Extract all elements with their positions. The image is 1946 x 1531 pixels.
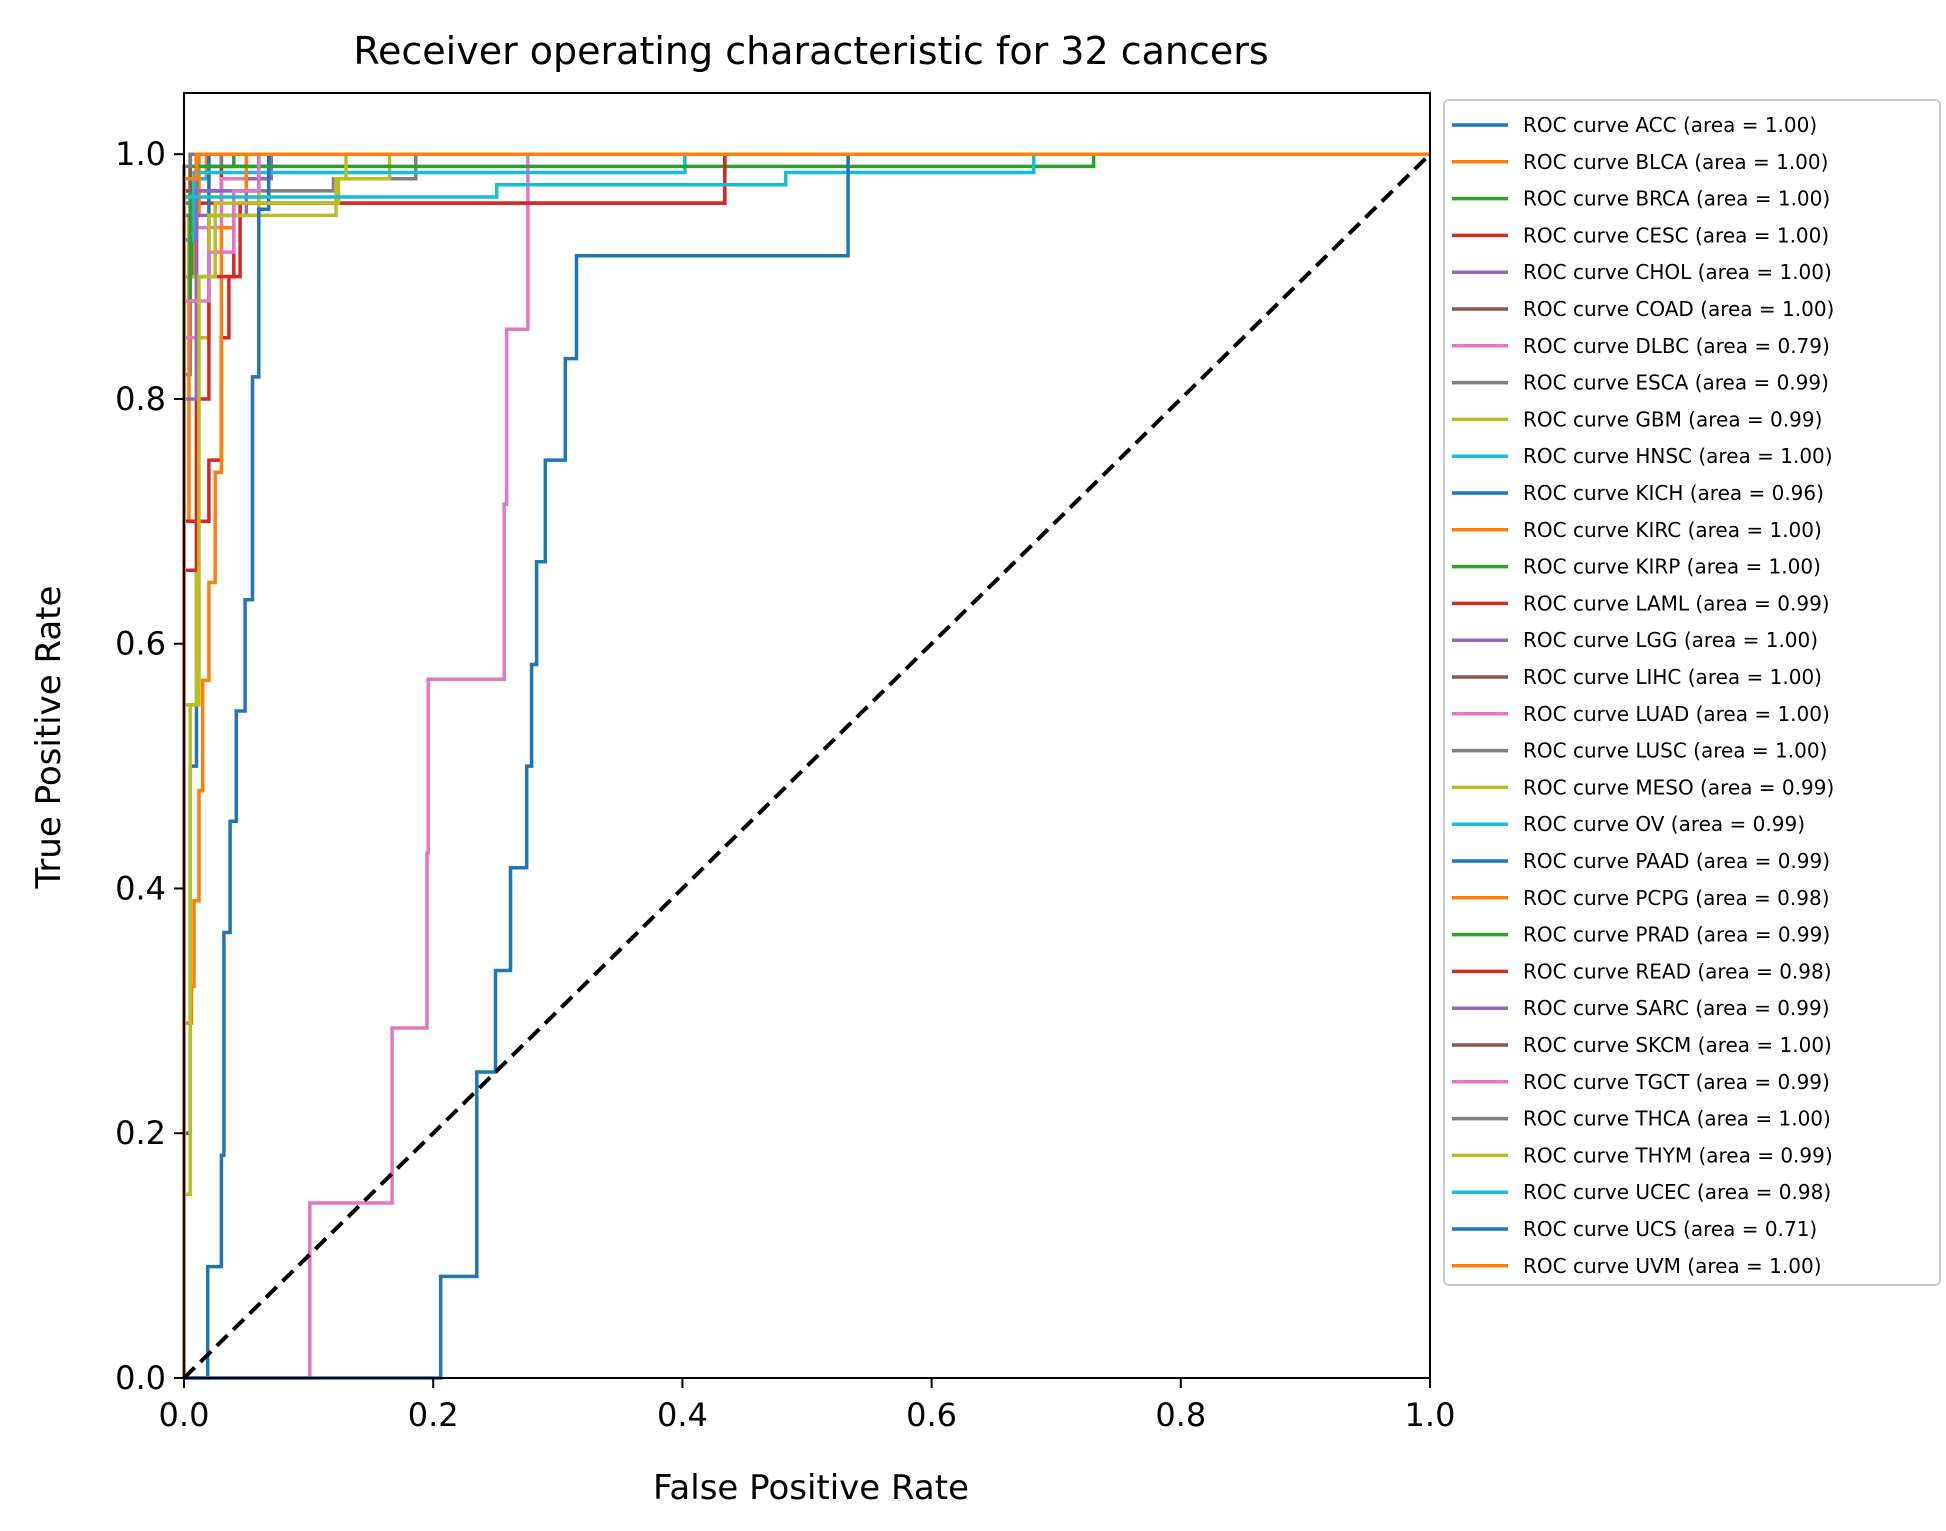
roc-series-line-26 [182, 152, 1430, 1378]
x-tick-label: 0.4 [657, 1396, 708, 1434]
x-axis: 0.0 0.2 0.4 0.6 0.8 1.0 [159, 1378, 1456, 1434]
x-tick-label: 0.2 [408, 1396, 459, 1434]
roc-series-line-10 [182, 152, 1430, 1378]
legend-label-22: ROC curve PRAD (area = 0.99) [1523, 923, 1830, 947]
legend-label-8: ROC curve GBM (area = 0.99) [1523, 407, 1822, 431]
roc-series-line-30 [184, 152, 1430, 1380]
roc-series-line-8 [182, 152, 1430, 1378]
legend-label-14: ROC curve LGG (area = 1.00) [1523, 628, 1818, 652]
legend-label-23: ROC curve READ (area = 0.98) [1523, 959, 1832, 983]
legend-label-2: ROC curve BRCA (area = 1.00) [1523, 187, 1830, 211]
y-tick-label: 0.0 [115, 1359, 166, 1397]
legend-label-1: ROC curve BLCA (area = 1.00) [1523, 150, 1828, 174]
x-tick-label: 0.8 [1155, 1396, 1206, 1434]
legend: ROC curve ACC (area = 1.00) ROC curve BLC… [1443, 99, 1941, 1286]
x-tick-label: 1.0 [1405, 1396, 1456, 1434]
legend-label-11: ROC curve KIRC (area = 1.00) [1523, 518, 1822, 542]
legend-label-6: ROC curve DLBC (area = 0.79) [1523, 334, 1830, 358]
legend-label-19: ROC curve OV (area = 0.99) [1523, 812, 1805, 836]
legend-label-0: ROC curve ACC (area = 1.00) [1523, 113, 1817, 137]
legend-label-20: ROC curve PAAD (area = 0.99) [1523, 849, 1830, 873]
y-tick-label: 0.6 [115, 625, 166, 663]
legend-label-30: ROC curve UCS (area = 0.71) [1523, 1217, 1817, 1241]
chart-title: Receiver operating characteristic for 32… [353, 29, 1268, 73]
roc-series-line-20 [184, 152, 1430, 1380]
roc-series-line-29 [182, 152, 1430, 1378]
y-axis-label: True Positive Rate [29, 586, 69, 890]
legend-box [1443, 99, 1941, 1286]
plot-area-frame [183, 92, 1431, 1379]
legend-label-12: ROC curve KIRP (area = 1.00) [1523, 555, 1821, 579]
y-tick-label: 1.0 [115, 135, 166, 173]
y-tick-label: 0.8 [115, 380, 166, 418]
legend-label-17: ROC curve LUSC (area = 1.00) [1523, 739, 1827, 763]
legend-label-24: ROC curve SARC (area = 0.99) [1523, 996, 1830, 1020]
legend-label-26: ROC curve TGCT (area = 0.99) [1523, 1070, 1830, 1094]
legend-label-7: ROC curve ESCA (area = 0.99) [1523, 371, 1829, 395]
legend-label-16: ROC curve LUAD (area = 1.00) [1523, 702, 1830, 726]
legend-label-4: ROC curve CHOL (area = 1.00) [1523, 260, 1832, 284]
y-tick-label: 0.2 [115, 1114, 166, 1152]
x-axis-label: False Positive Rate [653, 1468, 969, 1508]
legend-label-31: ROC curve UVM (area = 1.00) [1523, 1254, 1822, 1278]
legend-label-21: ROC curve PCPG (area = 0.98) [1523, 886, 1830, 910]
legend-label-15: ROC curve LIHC (area = 1.00) [1523, 665, 1822, 689]
legend-label-5: ROC curve COAD (area = 1.00) [1523, 297, 1834, 321]
y-axis: 0.0 0.2 0.4 0.6 0.8 1.0 [115, 135, 184, 1397]
x-tick-label: 0.0 [159, 1396, 210, 1434]
y-tick-label: 0.4 [115, 869, 166, 907]
legend-label-29: ROC curve UCEC (area = 0.98) [1523, 1180, 1831, 1204]
legend-label-25: ROC curve SKCM (area = 1.00) [1523, 1033, 1832, 1057]
roc-series-line-6 [184, 152, 1430, 1380]
legend-label-3: ROC curve CESC (area = 1.00) [1523, 223, 1829, 247]
x-tick-label: 0.6 [906, 1396, 957, 1434]
roc-series-line-28 [182, 152, 1430, 1378]
legend-label-9: ROC curve HNSC (area = 1.00) [1523, 444, 1833, 468]
legend-label-28: ROC curve THYM (area = 0.99) [1523, 1143, 1833, 1167]
legend-label-13: ROC curve LAML (area = 0.99) [1523, 591, 1830, 615]
legend-label-18: ROC curve MESO (area = 0.99) [1523, 775, 1834, 799]
legend-label-27: ROC curve THCA (area = 1.00) [1523, 1107, 1831, 1131]
legend-label-10: ROC curve KICH (area = 0.96) [1523, 481, 1824, 505]
diagonal-reference-line [182, 152, 1432, 1380]
